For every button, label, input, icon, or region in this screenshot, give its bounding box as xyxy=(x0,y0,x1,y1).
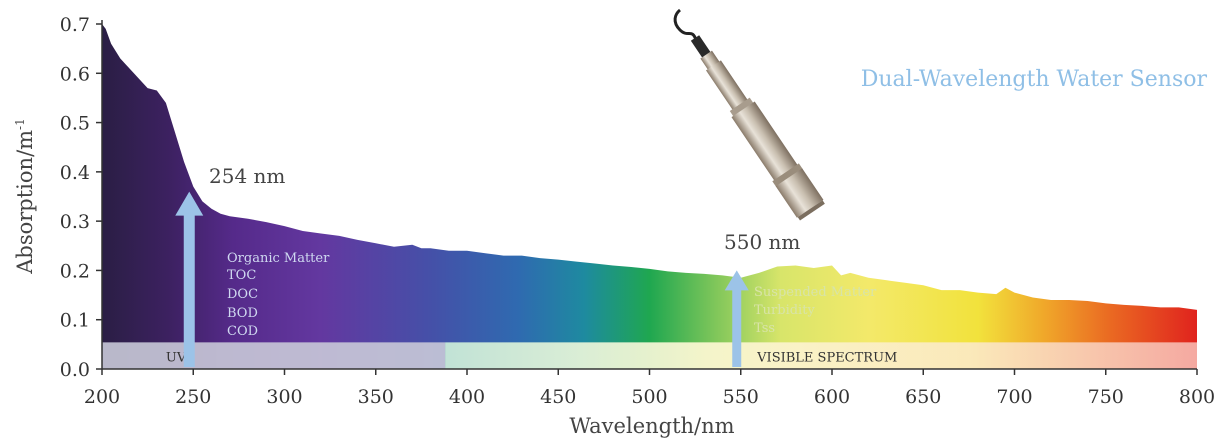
visible-band xyxy=(445,342,1198,369)
note-tss: Tss xyxy=(754,321,775,336)
arrow-550nm xyxy=(724,270,749,367)
arrow-550nm-head xyxy=(724,270,749,291)
x-tick-label: 700 xyxy=(996,386,1032,408)
note-toc: TOC xyxy=(227,268,256,283)
y-tick-label: 0.5 xyxy=(60,113,90,135)
sensor-title: Dual-Wavelength Water Sensor xyxy=(861,67,1208,92)
arrow-254nm-head xyxy=(175,191,204,216)
visible-band-label: VISIBLE SPECTRUM xyxy=(756,351,897,366)
x-ticks: 200 250 300 350 400 450 500 550 600 650 700 750 800 xyxy=(84,369,1215,408)
y-tick-label: 0.6 xyxy=(60,63,90,85)
x-tick-label: 600 xyxy=(814,386,850,408)
note-cod: COD xyxy=(227,324,258,339)
uv-band xyxy=(102,342,446,369)
note-organic-matter: Organic Matter xyxy=(227,251,330,266)
note-bod: BOD xyxy=(227,306,258,321)
wavelength-550-label: 550 nm xyxy=(724,230,800,254)
y-axis-title: Absorption/m-1 xyxy=(13,118,37,275)
note-turbidity: Turbidity xyxy=(754,303,815,318)
x-axis-title: Wavelength/nm xyxy=(569,414,734,438)
y-tick-label: 0.1 xyxy=(60,310,90,332)
arrow-254nm-shaft xyxy=(183,214,195,367)
arrow-550nm-shaft xyxy=(732,289,742,367)
x-tick-label: 550 xyxy=(723,386,759,408)
x-tick-label: 300 xyxy=(266,386,302,408)
x-tick-label: 650 xyxy=(905,386,941,408)
y-tick-label: 0.2 xyxy=(60,260,90,282)
y-axis-title-sup: -1 xyxy=(13,118,27,130)
absorption-area xyxy=(102,24,1197,369)
x-tick-label: 250 xyxy=(175,386,211,408)
sensor-probe-image xyxy=(673,8,825,221)
x-tick-label: 450 xyxy=(540,386,576,408)
y-axis-title-main: Absorption/m xyxy=(13,130,37,275)
y-tick-label: 0.3 xyxy=(60,211,90,233)
note-doc: DOC xyxy=(227,287,258,302)
y-tick-label: 0.4 xyxy=(60,162,90,184)
x-tick-label: 500 xyxy=(631,386,667,408)
y-tick-label: 0.0 xyxy=(60,359,90,381)
y-tick-label: 0.7 xyxy=(60,14,90,36)
y-ticks: 0.0 0.1 0.2 0.3 0.4 0.5 0.6 0.7 xyxy=(60,14,102,381)
note-suspended-matter: Suspended Matter xyxy=(754,285,877,300)
uv-band-label: UV xyxy=(166,351,187,366)
x-tick-label: 750 xyxy=(1088,386,1124,408)
x-tick-label: 200 xyxy=(84,386,120,408)
x-tick-label: 800 xyxy=(1179,386,1215,408)
arrow-254nm xyxy=(175,191,204,367)
wavelength-254-label: 254 nm xyxy=(209,164,285,188)
x-tick-label: 400 xyxy=(449,386,485,408)
x-tick-label: 350 xyxy=(358,386,394,408)
